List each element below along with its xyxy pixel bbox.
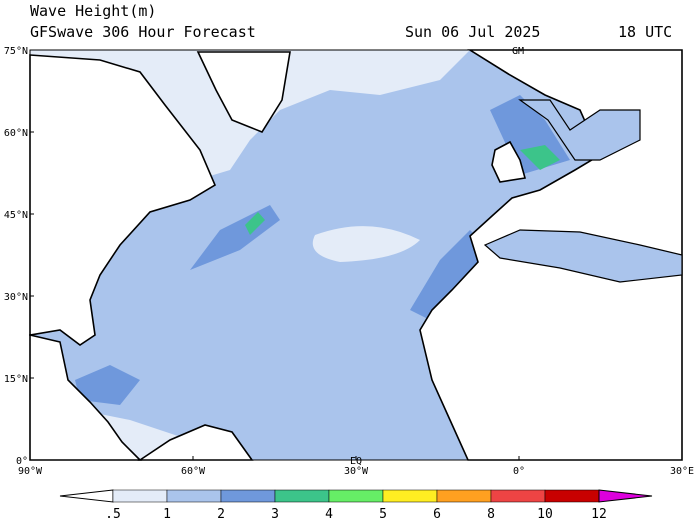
lon-label: 90°W	[18, 466, 43, 477]
colorbar-segment	[274, 489, 330, 503]
colorbar-segment	[490, 489, 546, 503]
high-area	[520, 145, 560, 170]
lat-label: 60°N	[4, 128, 28, 139]
colorbar-segment	[220, 489, 276, 503]
time: 18 UTC	[618, 23, 672, 41]
subtitle: GFSwave 306 Hour Forecast	[30, 23, 256, 41]
colorbar-segment	[436, 489, 492, 503]
high-area	[245, 212, 265, 235]
colorbar-label: 3	[271, 507, 279, 522]
lat-label: 30°N	[4, 292, 28, 303]
colorbar-label: .5	[105, 507, 121, 522]
calm-area	[312, 226, 420, 262]
colorbar-label: 10	[537, 507, 553, 522]
lon-label: 30°E	[670, 466, 694, 477]
lat-label: 75°N	[4, 46, 28, 57]
sea	[518, 99, 641, 161]
lat-label: 45°N	[4, 210, 28, 221]
land	[196, 51, 291, 133]
colorbar-end	[598, 489, 653, 503]
land	[491, 140, 527, 183]
colorbar: .5 1 2 3 4 5 6 8 10 12	[59, 489, 653, 522]
lon-label: 60°W	[181, 466, 206, 477]
marker: EQ	[350, 456, 362, 467]
title: Wave Height(m)	[30, 2, 156, 20]
map	[29, 49, 683, 461]
colorbar-segment	[544, 489, 600, 503]
colorbar-segment	[112, 489, 168, 503]
colorbar-label: 5	[379, 507, 387, 522]
colorbar-label: 6	[433, 507, 441, 522]
colorbar-label: 4	[325, 507, 333, 522]
marker: GM	[512, 46, 524, 57]
rough-area	[75, 365, 140, 405]
colorbar-label: 1	[163, 507, 171, 522]
colorbar-label: 2	[217, 507, 225, 522]
colorbar-segment	[166, 489, 222, 503]
lon-label: 0°	[513, 466, 525, 477]
colorbar-segment	[328, 489, 384, 503]
rough-area	[410, 230, 490, 320]
colorbar-label: 8	[487, 507, 495, 522]
axis-labels: 75°N60°N45°N30°N15°N0°90°W 60°W 30°W 0° 30°E	[4, 46, 694, 477]
colorbar-label: 12	[591, 507, 607, 522]
colorbar-end	[59, 489, 114, 503]
lat-label: 15°N	[4, 374, 28, 385]
lon-label: 30°W	[344, 466, 369, 477]
land	[29, 54, 217, 346]
colorbar-segment	[382, 489, 438, 503]
lat-label: 0°	[16, 456, 28, 467]
date: Sun 06 Jul 2025	[405, 23, 540, 41]
